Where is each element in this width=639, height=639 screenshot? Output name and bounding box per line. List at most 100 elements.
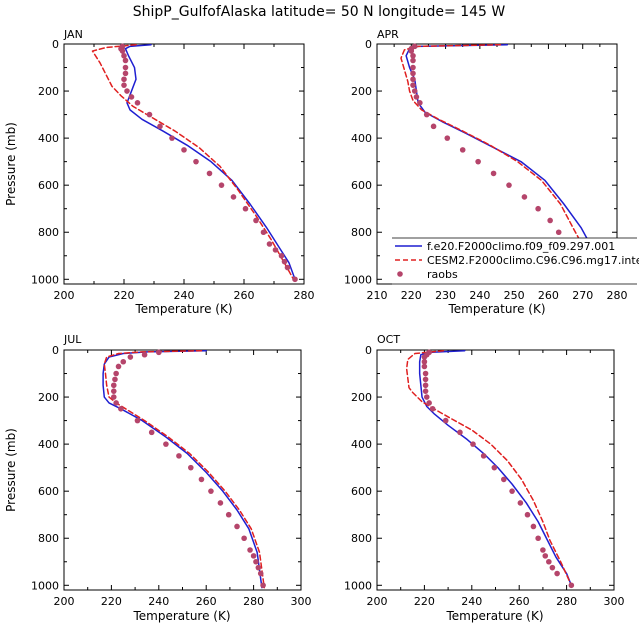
panel-apr-xlabel: Temperature (K) xyxy=(447,302,545,316)
point-raobs xyxy=(535,535,541,542)
panel-jan-xlabel: Temperature (K) xyxy=(134,302,232,316)
point-raobs xyxy=(121,52,127,59)
point-raobs xyxy=(148,429,155,436)
y-tick-label: 600 xyxy=(38,179,59,192)
point-raobs xyxy=(134,417,141,424)
point-raobs xyxy=(410,76,416,83)
point-raobs xyxy=(113,370,119,377)
point-raobs xyxy=(122,57,129,64)
point-raobs xyxy=(198,476,205,483)
y-tick-label: 200 xyxy=(351,85,372,98)
point-raobs xyxy=(417,100,423,106)
point-raobs xyxy=(112,376,118,383)
point-raobs xyxy=(517,500,524,506)
point-raobs xyxy=(278,252,285,259)
point-raobs xyxy=(442,417,449,424)
x-tick-label: 240 xyxy=(148,595,169,608)
y-tick-label: 200 xyxy=(351,391,372,404)
panel-apr: APR 210 220 230 240 250 260 270 280 0 200 400 600 80… xyxy=(344,28,628,316)
point-raobs xyxy=(521,194,528,200)
x-tick-label: 260 xyxy=(196,595,217,608)
panel-oct-ticks: 200 220 240 260 280 300 0 200 400 600 800 1000 xyxy=(344,344,625,608)
point-raobs xyxy=(422,388,429,394)
y-tick-label: 600 xyxy=(351,179,372,192)
point-raobs xyxy=(121,82,127,88)
point-raobs xyxy=(110,382,117,389)
point-raobs xyxy=(459,147,466,153)
point-raobs xyxy=(540,547,546,553)
point-raobs xyxy=(410,64,416,71)
point-raobs xyxy=(120,358,127,365)
point-raobs xyxy=(554,570,560,577)
x-tick-label: 300 xyxy=(604,595,625,608)
point-raobs xyxy=(156,349,162,356)
point-raobs xyxy=(549,564,556,571)
point-raobs xyxy=(241,535,247,542)
panel-oct-title: OCT xyxy=(377,333,400,346)
point-raobs xyxy=(292,276,298,283)
legend-swatch-raobs xyxy=(397,271,403,277)
x-tick-label: 240 xyxy=(174,289,195,302)
legend-label-cesm2: CESM2.F2000climo.C96.C96.mg17.intel.4 xyxy=(427,254,639,267)
x-tick-label: 200 xyxy=(367,595,388,608)
point-raobs xyxy=(134,100,141,106)
point-raobs xyxy=(188,464,194,471)
point-raobs xyxy=(421,358,428,365)
legend-box xyxy=(392,238,637,285)
x-tick-label: 220 xyxy=(401,289,422,302)
y-tick-label: 1000 xyxy=(344,579,372,592)
point-raobs xyxy=(423,394,430,400)
point-raobs xyxy=(422,382,429,389)
x-tick-label: 280 xyxy=(243,595,264,608)
point-raobs xyxy=(410,57,416,64)
point-raobs xyxy=(491,464,498,471)
y-tick-label: 400 xyxy=(38,438,59,451)
point-raobs xyxy=(247,547,253,553)
point-raobs xyxy=(181,147,187,153)
point-raobs xyxy=(230,194,237,200)
point-raobs xyxy=(169,135,175,141)
x-tick-label: 300 xyxy=(291,595,312,608)
x-tick-label: 260 xyxy=(538,289,559,302)
point-raobs xyxy=(421,354,428,360)
point-raobs xyxy=(281,258,288,265)
panel-jan-plot-area xyxy=(91,43,298,283)
point-raobs xyxy=(506,182,512,188)
point-raobs xyxy=(470,441,476,447)
x-tick-label: 270 xyxy=(572,289,593,302)
y-tick-label: 1000 xyxy=(31,273,59,286)
point-raobs xyxy=(430,123,437,130)
point-raobs xyxy=(266,241,273,247)
point-raobs xyxy=(208,488,214,494)
point-raobs xyxy=(509,488,515,494)
x-tick-label: 230 xyxy=(435,289,456,302)
panel-apr-plot-area xyxy=(400,43,610,283)
x-tick-label: 260 xyxy=(234,289,255,302)
point-raobs xyxy=(128,94,135,100)
y-tick-label: 200 xyxy=(38,85,59,98)
point-raobs xyxy=(475,158,481,165)
legend-label-raobs: raobs xyxy=(427,268,458,281)
point-raobs xyxy=(421,363,428,370)
point-raobs xyxy=(255,564,262,571)
point-raobs xyxy=(284,264,291,271)
y-tick-label: 800 xyxy=(38,226,59,239)
panel-oct: OCT 200 220 240 260 280 30002004006008001000 … xyxy=(344,333,625,623)
point-raobs xyxy=(457,429,463,436)
legend: f.e20.F2000climo.f09_f09.297.001 CESM2.F… xyxy=(392,237,639,285)
point-raobs xyxy=(234,523,240,530)
point-raobs xyxy=(122,64,129,71)
panel-jan-ticks: 200 220 240 260 280 0 200 400 600 800 1000 xyxy=(31,38,315,302)
panel-jul-ticks: 200 220 240 260 280 300 0 200 400 600 800 1000 xyxy=(31,344,312,608)
point-raobs xyxy=(121,76,127,83)
y-tick-label: 600 xyxy=(351,485,372,498)
panel-jul-title: JUL xyxy=(63,333,82,346)
y-tick-label: 400 xyxy=(351,438,372,451)
point-raobs xyxy=(568,582,575,589)
point-raobs xyxy=(535,205,541,212)
point-raobs xyxy=(411,88,418,94)
point-raobs xyxy=(157,123,163,130)
y-tick-label: 800 xyxy=(38,532,59,545)
point-raobs xyxy=(110,388,117,394)
